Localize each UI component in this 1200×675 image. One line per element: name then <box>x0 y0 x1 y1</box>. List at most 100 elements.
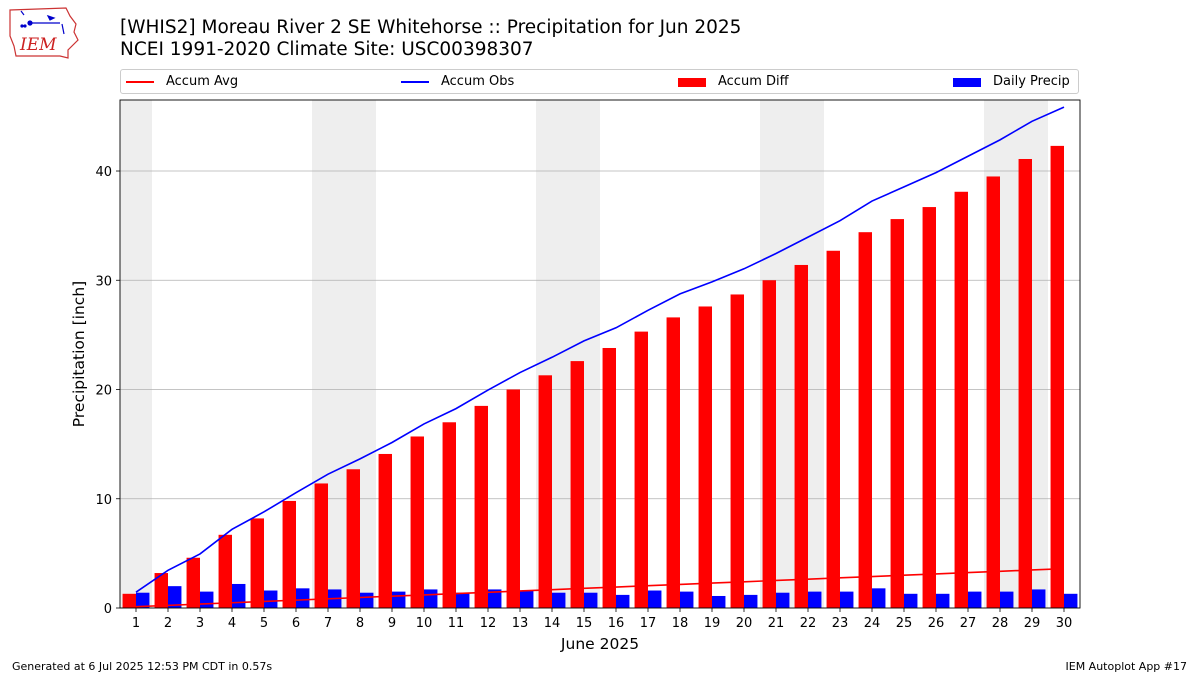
accum-diff-bar-12 <box>474 405 488 608</box>
daily-precip-bar-3 <box>200 591 214 608</box>
x-tick-label-7: 7 <box>324 616 332 631</box>
x-tick-label-24: 24 <box>864 616 881 631</box>
accum-diff-bar-30 <box>1050 145 1064 609</box>
chart-title: [WHIS2] Moreau River 2 SE Whitehorse :: … <box>120 17 741 61</box>
daily-precip-bar-30 <box>1064 593 1078 608</box>
daily-precip-bar-12 <box>488 589 502 608</box>
accum-diff-bar-14 <box>538 375 552 608</box>
legend-item-daily-precip: Daily Precip <box>953 73 1070 91</box>
daily-precip-bar-13 <box>520 590 534 608</box>
legend-swatch-accum-avg <box>126 81 154 83</box>
y-tick-label-0: 0 <box>104 602 112 617</box>
accum-diff-bar-4 <box>218 534 232 608</box>
accum-diff-bar-2 <box>154 573 168 608</box>
x-tick-label-10: 10 <box>416 616 433 631</box>
accum-diff-bar-21 <box>762 280 776 608</box>
x-tick-label-1: 1 <box>132 616 140 631</box>
x-tick-label-6: 6 <box>292 616 300 631</box>
accum-diff-bar-8 <box>346 469 360 608</box>
x-tick-label-27: 27 <box>960 616 977 631</box>
x-tick-label-2: 2 <box>164 616 172 631</box>
x-tick-label-15: 15 <box>576 616 593 631</box>
x-tick-label-4: 4 <box>228 616 236 631</box>
legend-swatch-accum-diff <box>678 77 706 87</box>
legend-label-accum-avg: Accum Avg <box>166 74 239 89</box>
legend-label-accum-diff: Accum Diff <box>718 74 789 89</box>
accum-diff-bar-5 <box>250 518 264 608</box>
legend-label-accum-obs: Accum Obs <box>441 74 515 89</box>
daily-precip-bar-20 <box>744 594 758 608</box>
iem-logo: IEM <box>9 7 79 59</box>
accum-diff-bar-1 <box>122 593 136 608</box>
x-tick-label-21: 21 <box>768 616 785 631</box>
accum-diff-bar-24 <box>858 232 872 608</box>
x-tick-label-13: 13 <box>512 616 529 631</box>
y-tick-label-20: 20 <box>95 384 112 399</box>
weather-symbols-icon <box>20 10 65 35</box>
legend-item-accum-obs: Accum Obs <box>401 73 514 91</box>
accum-avg-line <box>135 567 1065 608</box>
x-tick-label-9: 9 <box>388 616 396 631</box>
legend-label-daily-precip: Daily Precip <box>993 74 1070 89</box>
x-axis-label: June 2025 <box>560 635 639 653</box>
accum-diff-bar-27 <box>954 191 968 608</box>
accum-diff-bar-13 <box>506 389 520 608</box>
accum-diff-bar-11 <box>442 422 456 608</box>
daily-precip-bar-26 <box>936 593 950 608</box>
x-tick-label-19: 19 <box>704 616 721 631</box>
plot-frame <box>119 99 1081 609</box>
x-tick-label-8: 8 <box>356 616 364 631</box>
y-tick-label-10: 10 <box>95 493 112 508</box>
accum-diff-bar-26 <box>922 207 936 608</box>
accum-diff-bar-9 <box>378 453 392 608</box>
daily-precip-bar-21 <box>776 592 790 608</box>
footer-app-id: IEM Autoplot App #17 <box>1065 660 1188 673</box>
y-tick-label-40: 40 <box>95 165 112 180</box>
logo-text: IEM <box>19 35 57 55</box>
accum-diff-bar-18 <box>666 317 680 608</box>
x-tick-label-18: 18 <box>672 616 689 631</box>
x-tick-label-22: 22 <box>800 616 817 631</box>
daily-precip-bar-22 <box>808 591 822 608</box>
x-tick-label-28: 28 <box>992 616 1009 631</box>
accum-diff-bar-7 <box>314 483 328 608</box>
accum-obs-line <box>135 106 1065 593</box>
daily-precip-bar-8 <box>360 592 374 608</box>
accum-diff-bar-19 <box>698 306 712 608</box>
daily-precip-bar-24 <box>872 588 886 608</box>
footer-generated: Generated at 6 Jul 2025 12:53 PM CDT in … <box>12 660 273 673</box>
daily-precip-bar-14 <box>552 592 566 608</box>
daily-precip-bar-9 <box>392 591 406 608</box>
y-tick-label-30: 30 <box>95 274 112 289</box>
x-tick-label-3: 3 <box>196 616 204 631</box>
accum-diff-bar-25 <box>890 219 904 608</box>
accum-diff-bar-15 <box>570 361 584 608</box>
accum-diff-bar-10 <box>410 436 424 608</box>
accum-diff-bar-29 <box>1018 158 1032 609</box>
accum-diff-bar-23 <box>826 250 840 608</box>
chart-title-line2: NCEI 1991-2020 Climate Site: USC00398307 <box>120 39 534 60</box>
daily-precip-bar-28 <box>1000 591 1014 608</box>
legend-swatch-accum-obs <box>401 81 429 83</box>
accum-diff-bar-17 <box>634 331 648 608</box>
weekend-band-day-1 <box>120 100 152 608</box>
x-tick-label-20: 20 <box>736 616 753 631</box>
accum-diff-bar-3 <box>186 557 200 608</box>
daily-precip-bar-4 <box>232 583 246 608</box>
x-tick-label-14: 14 <box>544 616 561 631</box>
daily-precip-bar-5 <box>264 590 278 608</box>
accum-diff-bar-20 <box>730 294 744 608</box>
legend-item-accum-diff: Accum Diff <box>678 73 789 91</box>
accum-diff-bar-6 <box>282 500 296 608</box>
daily-precip-bar-6 <box>296 588 310 608</box>
x-tick-label-12: 12 <box>480 616 497 631</box>
daily-precip-bar-2 <box>168 586 182 608</box>
daily-precip-bar-25 <box>904 593 918 608</box>
daily-precip-bar-11 <box>456 592 470 608</box>
legend-item-accum-avg: Accum Avg <box>126 73 238 91</box>
daily-precip-bar-1 <box>136 592 150 608</box>
x-tick-label-29: 29 <box>1024 616 1041 631</box>
daily-precip-bar-18 <box>680 591 694 608</box>
x-tick-label-23: 23 <box>832 616 849 631</box>
